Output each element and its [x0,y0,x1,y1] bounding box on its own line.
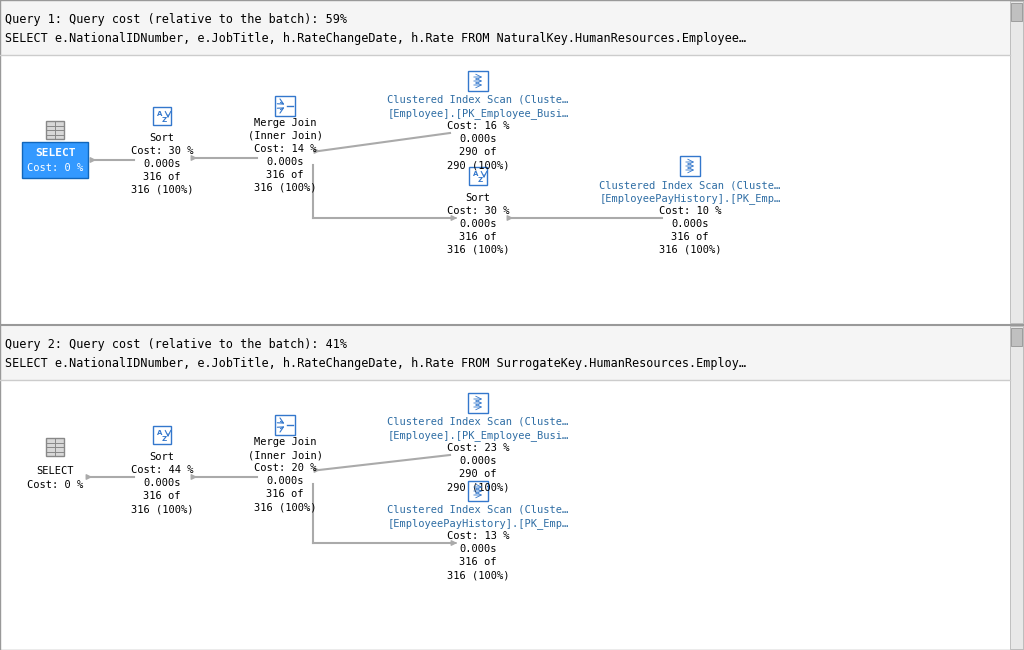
Text: Cost: 30 %: Cost: 30 % [446,206,509,216]
Text: SELECT e.NationalIDNumber, e.JobTitle, h.RateChangeDate, h.Rate FROM NaturalKey.: SELECT e.NationalIDNumber, e.JobTitle, h… [5,32,746,45]
Text: SELECT e.NationalIDNumber, e.JobTitle, h.RateChangeDate, h.Rate FROM SurrogateKe: SELECT e.NationalIDNumber, e.JobTitle, h… [5,357,746,370]
Text: 0.000s: 0.000s [459,134,497,144]
Text: 0.000s: 0.000s [459,544,497,554]
Text: Clustered Index Scan (Cluste…: Clustered Index Scan (Cluste… [387,417,568,427]
Text: 316 of: 316 of [143,491,181,501]
Text: 316 (100%): 316 (100%) [254,183,316,193]
Bar [275,96,295,116]
Text: Cost: 13 %: Cost: 13 % [446,531,509,541]
Text: Sort: Sort [150,452,174,462]
Text: A: A [158,430,163,436]
Text: 316 of: 316 of [143,172,181,182]
Text: 316 of: 316 of [459,232,497,242]
Text: Merge Join: Merge Join [254,118,316,128]
Text: Z: Z [162,436,167,442]
Bar [468,393,488,413]
Text: Query 1: Query cost (relative to the batch): 59%: Query 1: Query cost (relative to the bat… [5,13,347,26]
Text: 0.000s: 0.000s [672,219,709,229]
Text: Z: Z [162,117,167,123]
Text: Cost: 0 %: Cost: 0 % [27,480,83,490]
Bar [680,156,700,176]
Text: Z: Z [477,177,482,183]
Text: 316 (100%): 316 (100%) [658,245,721,255]
Bar [275,415,295,435]
Text: 0.000s: 0.000s [143,159,181,169]
Text: Query 2: Query cost (relative to the batch): 41%: Query 2: Query cost (relative to the bat… [5,338,347,351]
Bar [1010,1,1023,323]
Bar [468,71,488,91]
Text: 316 (100%): 316 (100%) [446,245,509,255]
Bar [1,326,1011,380]
Bar [1011,328,1022,346]
Text: Cost: 44 %: Cost: 44 % [131,465,194,475]
Text: Cost: 14 %: Cost: 14 % [254,144,316,154]
Text: Cost: 16 %: Cost: 16 % [446,121,509,131]
Text: Sort: Sort [466,193,490,203]
Text: Cost: 23 %: Cost: 23 % [446,443,509,453]
Text: [EmployeePayHistory].[PK_Emp…: [EmployeePayHistory].[PK_Emp… [599,193,780,204]
Text: [Employee].[PK_Employee_Busi…: [Employee].[PK_Employee_Busi… [387,108,568,119]
Text: Merge Join: Merge Join [254,437,316,447]
Text: Sort: Sort [150,133,174,143]
Text: SELECT: SELECT [35,148,75,158]
Text: (Inner Join): (Inner Join) [248,131,323,141]
Text: 316 (100%): 316 (100%) [131,504,194,514]
Text: 316 of: 316 of [672,232,709,242]
Text: 290 (100%): 290 (100%) [446,160,509,170]
Bar [153,107,171,125]
Text: Clustered Index Scan (Cluste…: Clustered Index Scan (Cluste… [599,180,780,190]
Bar [1011,3,1022,21]
Bar [46,438,63,456]
Bar [1,1,1011,55]
Text: 316 of: 316 of [459,557,497,567]
Bar [153,426,171,444]
Text: [Employee].[PK_Employee_Busi…: [Employee].[PK_Employee_Busi… [387,430,568,441]
Bar [22,142,88,178]
Text: 316 (100%): 316 (100%) [254,502,316,512]
Text: 316 of: 316 of [266,170,304,180]
Text: 0.000s: 0.000s [266,476,304,486]
Bar [1010,326,1023,649]
Text: Clustered Index Scan (Cluste…: Clustered Index Scan (Cluste… [387,95,568,105]
Bar [469,167,487,185]
Text: 290 (100%): 290 (100%) [446,482,509,492]
Bar [468,481,488,501]
Bar [46,121,63,139]
Text: A: A [158,111,163,117]
Text: 0.000s: 0.000s [459,456,497,466]
Text: Cost: 0 %: Cost: 0 % [27,163,83,173]
Text: 0.000s: 0.000s [459,219,497,229]
Text: (Inner Join): (Inner Join) [248,450,323,460]
Text: Clustered Index Scan (Cluste…: Clustered Index Scan (Cluste… [387,505,568,515]
Text: 316 (100%): 316 (100%) [131,185,194,195]
Text: [EmployeePayHistory].[PK_Emp…: [EmployeePayHistory].[PK_Emp… [387,518,568,529]
Text: 0.000s: 0.000s [143,478,181,488]
Text: A: A [473,171,478,177]
Text: 0.000s: 0.000s [266,157,304,167]
Text: SELECT: SELECT [36,466,74,476]
Text: 316 (100%): 316 (100%) [446,570,509,580]
Text: Cost: 20 %: Cost: 20 % [254,463,316,473]
Text: Cost: 10 %: Cost: 10 % [658,206,721,216]
Text: 290 of: 290 of [459,469,497,479]
Text: 290 of: 290 of [459,147,497,157]
Text: Cost: 30 %: Cost: 30 % [131,146,194,156]
Text: 316 of: 316 of [266,489,304,499]
